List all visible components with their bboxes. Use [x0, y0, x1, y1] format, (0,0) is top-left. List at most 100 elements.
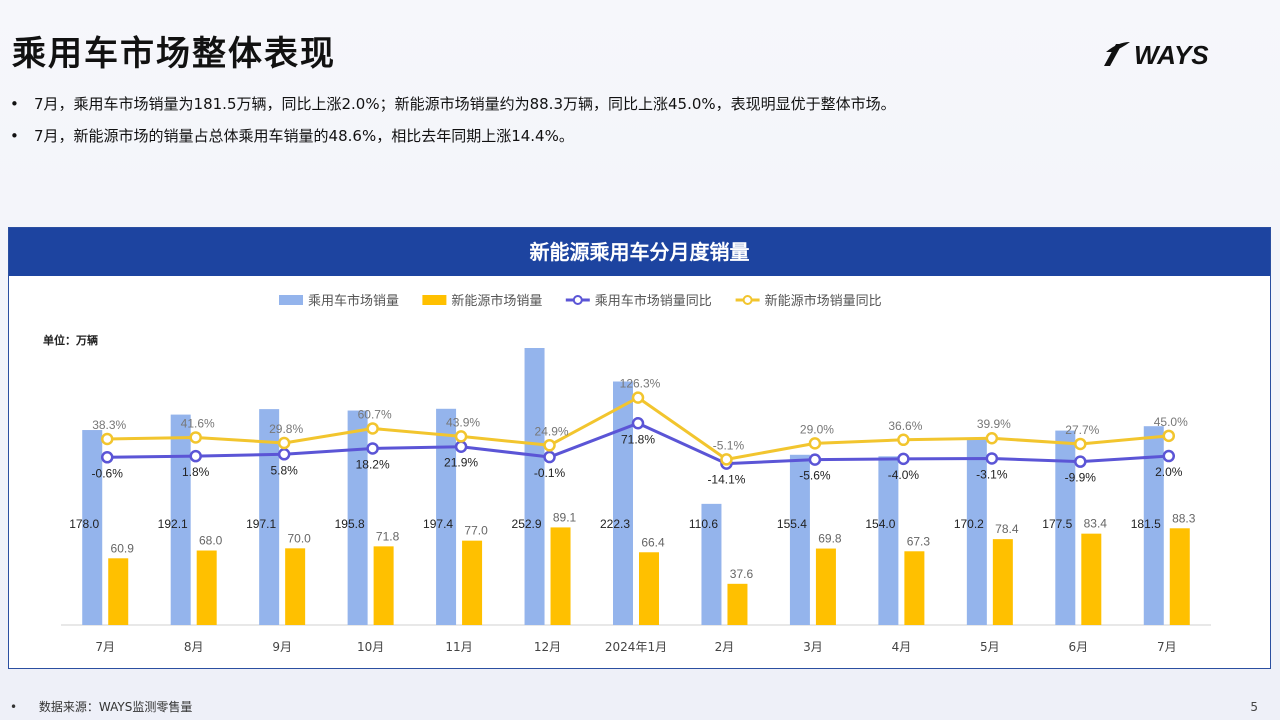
series-point	[985, 452, 999, 465]
point-label: -5.6%	[799, 469, 831, 483]
series-point	[720, 453, 733, 466]
point-label: 29.0%	[800, 422, 834, 436]
legend-swatch	[742, 295, 753, 305]
series-point	[631, 417, 645, 430]
series-point	[1162, 429, 1176, 443]
legend-label: 新能源市场销量同比	[765, 293, 882, 309]
point-label: 38.3%	[92, 418, 126, 432]
bullet-icon: •	[10, 700, 18, 714]
bar	[789, 454, 810, 625]
bar	[462, 540, 483, 625]
series-point	[189, 431, 202, 444]
series-point	[100, 451, 114, 464]
series-point	[454, 430, 468, 443]
x-tick-label: 7月	[1157, 640, 1177, 654]
point-label: -3.1%	[976, 467, 1008, 481]
x-tick-label: 5月	[980, 640, 1000, 654]
bar-value-label: 197.1	[246, 517, 276, 531]
chart-title: 新能源乘用车分月度销量	[9, 228, 1270, 276]
point-label: 39.9%	[977, 417, 1011, 431]
bar	[1081, 533, 1102, 625]
bullet-icon: •	[10, 95, 19, 113]
x-tick-label: 9月	[272, 640, 292, 654]
bullet-item: • 7月，乘用车市场销量为181.5万辆，同比上涨2.0%；新能源市场销量约为8…	[10, 90, 1270, 122]
x-tick-label: 2月	[715, 640, 735, 654]
series-point	[631, 391, 645, 404]
unit-label: 单位：万辆	[43, 333, 98, 347]
x-tick-label: 4月	[892, 640, 912, 654]
point-label: -9.9%	[1065, 471, 1097, 485]
series-point	[808, 453, 822, 466]
ways-logo: WAYS	[1104, 40, 1209, 70]
bar	[701, 503, 722, 625]
bar	[1143, 426, 1164, 625]
bar-value-label: 197.4	[423, 517, 453, 531]
point-label: 43.9%	[446, 415, 480, 429]
bar-value-label: 60.9	[111, 541, 135, 555]
bar	[613, 381, 633, 625]
series-point	[189, 449, 202, 463]
logo-mark-icon	[1104, 42, 1130, 66]
x-tick-label: 12月	[534, 640, 561, 654]
bullet-icon: •	[10, 127, 19, 145]
footer-source: • 数据来源：WAYS监测零售量	[10, 698, 192, 715]
bar	[259, 409, 280, 625]
point-label: -14.1%	[707, 473, 745, 487]
legend-swatch	[572, 295, 583, 305]
bar-value-label: 71.8	[376, 529, 400, 543]
series-point	[985, 431, 999, 445]
x-tick-label: 6月	[1068, 640, 1088, 654]
bar	[524, 348, 545, 625]
bar	[1055, 430, 1076, 625]
x-tick-label: 3月	[803, 640, 823, 654]
bar-value-label: 88.3	[1172, 511, 1196, 525]
chart-canvas: 单位：万辆 乘用车市场销量 新能源市场销量 乘用车市场销量同比 新能源市场销量同比 178…	[43, 293, 1211, 654]
bar-value-label: 83.4	[1084, 517, 1108, 531]
series-point	[1074, 437, 1087, 451]
page-number: 5	[1250, 700, 1258, 714]
bar-value-label: 178.0	[69, 517, 99, 531]
bar-value-label: 69.8	[818, 532, 842, 546]
series-point	[1074, 455, 1087, 468]
point-label: 45.0%	[1154, 415, 1188, 429]
bar-value-label: 155.4	[777, 517, 807, 531]
x-tick-label: 8月	[184, 640, 204, 654]
footer-source-text: 数据来源：WAYS监测零售量	[38, 700, 193, 714]
x-tick-label: 10月	[357, 640, 384, 654]
series-point	[808, 437, 822, 450]
bar	[373, 546, 394, 625]
bar-value-label: 195.8	[335, 517, 365, 531]
series-point	[277, 448, 291, 461]
legend-label: 乘用车市场销量	[308, 293, 399, 309]
bar	[285, 548, 306, 625]
bar	[1169, 528, 1190, 625]
bar-value-label: 37.6	[730, 567, 754, 581]
bar	[82, 430, 103, 625]
series-point	[897, 452, 910, 466]
bar-value-label: 154.0	[865, 517, 895, 531]
point-label: 21.9%	[444, 456, 478, 470]
bar-value-label: 66.4	[641, 535, 665, 549]
bar-value-label: 177.5	[1042, 517, 1072, 531]
point-label: -0.1%	[534, 466, 566, 480]
bar-value-label: 181.5	[1131, 517, 1161, 531]
series-point	[366, 422, 379, 435]
legend-label: 新能源市场销量	[451, 293, 542, 309]
series-point	[543, 450, 556, 464]
series-point	[897, 433, 910, 447]
legend-label: 乘用车市场销量同比	[595, 293, 712, 309]
bar	[170, 414, 191, 625]
bar	[550, 527, 571, 625]
chart-panel: 新能源乘用车分月度销量 单位：万辆 乘用车市场销量 新能源市场销量 乘用车市场销量同比…	[8, 227, 1271, 669]
point-label: 41.6%	[181, 416, 215, 430]
bar	[347, 410, 368, 625]
legend-swatch	[422, 295, 447, 305]
bar-value-label: 110.6	[689, 517, 718, 531]
bar-value-label: 170.2	[954, 517, 984, 531]
bar	[436, 408, 457, 625]
point-label: -0.6%	[92, 466, 124, 480]
bar	[992, 539, 1013, 625]
point-label: 71.8%	[621, 432, 655, 446]
point-label: -4.0%	[888, 468, 920, 482]
bar	[196, 550, 217, 625]
